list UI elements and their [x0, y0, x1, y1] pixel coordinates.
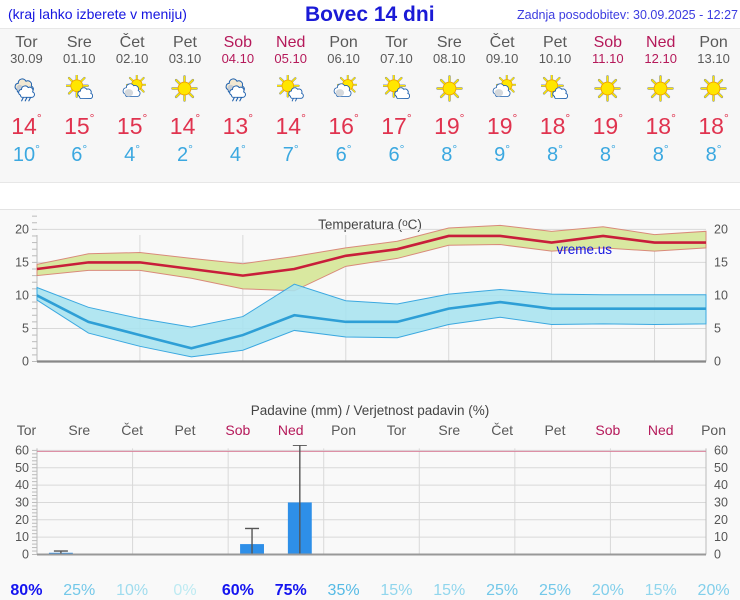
svg-text:0: 0 [22, 548, 29, 562]
svg-text:20: 20 [714, 513, 728, 527]
svg-text:40: 40 [15, 478, 29, 492]
svg-text:10: 10 [714, 530, 728, 544]
svg-text:0: 0 [22, 355, 29, 369]
svg-text:50: 50 [714, 461, 728, 475]
svg-text:60: 60 [714, 445, 728, 457]
svg-text:10: 10 [15, 530, 29, 544]
svg-text:20: 20 [15, 513, 29, 527]
svg-text:20: 20 [714, 222, 728, 236]
svg-text:10: 10 [15, 288, 29, 302]
svg-text:30: 30 [714, 495, 728, 509]
svg-text:0: 0 [714, 548, 721, 562]
svg-text:15: 15 [714, 255, 728, 269]
svg-text:15: 15 [15, 255, 29, 269]
svg-text:10: 10 [714, 288, 728, 302]
svg-text:40: 40 [714, 478, 728, 492]
svg-text:50: 50 [15, 461, 29, 475]
svg-text:0: 0 [714, 355, 721, 369]
svg-text:5: 5 [22, 321, 29, 335]
svg-text:60: 60 [15, 445, 29, 457]
svg-text:20: 20 [15, 222, 29, 236]
svg-text:30: 30 [15, 495, 29, 509]
svg-text:5: 5 [714, 321, 721, 335]
svg-text:vreme.us: vreme.us [556, 242, 612, 257]
